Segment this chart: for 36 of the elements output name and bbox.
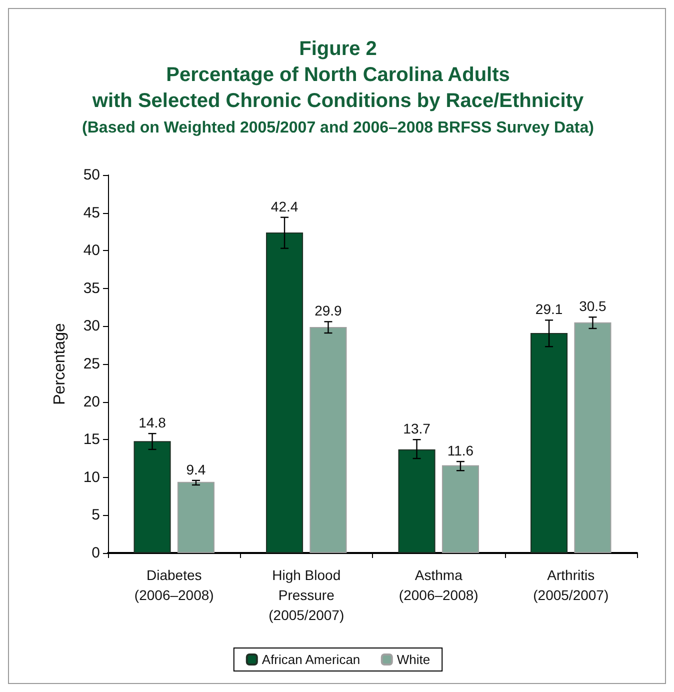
y-tick-label: 10 (83, 468, 100, 486)
bar (177, 482, 214, 553)
y-tick-label: 50 (83, 166, 100, 184)
bar (398, 449, 436, 553)
y-axis-title: Percentage (52, 322, 68, 405)
x-tick-label: High Blood Pressure (2005/2007) (268, 567, 344, 623)
legend-label: White (396, 652, 430, 667)
bar (310, 326, 347, 553)
y-tick-label: 0 (92, 544, 100, 562)
y-tick-label: 40 (83, 242, 100, 260)
data-label: 9.4 (186, 461, 206, 478)
y-tick-label: 30 (83, 318, 100, 335)
data-label: 13.7 (403, 420, 431, 437)
data-label: 29.1 (535, 301, 563, 318)
legend-label: African American (262, 652, 360, 667)
bar (266, 232, 304, 553)
bar (442, 465, 479, 553)
data-label: 14.8 (138, 414, 166, 431)
bar (574, 322, 612, 553)
x-tick-label: Asthma (2006–2008) (398, 567, 478, 603)
bar (134, 441, 171, 553)
data-label: 11.6 (447, 442, 474, 459)
chart-subtitle: (Based on Weighted 2005/2007 and 2006–2008 BRFSS Survey Data) (82, 120, 594, 136)
y-tick-label: 35 (83, 280, 100, 297)
y-tick-label: 45 (83, 204, 100, 222)
y-tick-label: 15 (83, 431, 100, 448)
bar (530, 333, 568, 553)
y-tick-label: 25 (83, 356, 100, 372)
data-label: 42.4 (270, 198, 298, 214)
chart-title: Figure 2 Percentage of North Carolina Adults with Selected Chronic Conditions by Race/Ethnicity (91, 38, 584, 112)
y-tick-label: 20 (83, 393, 100, 410)
x-tick-label: Arthritis (2005/2007) (533, 567, 609, 603)
y-tick-label: 5 (92, 506, 100, 524)
data-label: 29.9 (314, 302, 342, 319)
data-label: 30.5 (579, 298, 607, 314)
x-tick-label: Diabetes (2006–2008) (134, 567, 214, 603)
